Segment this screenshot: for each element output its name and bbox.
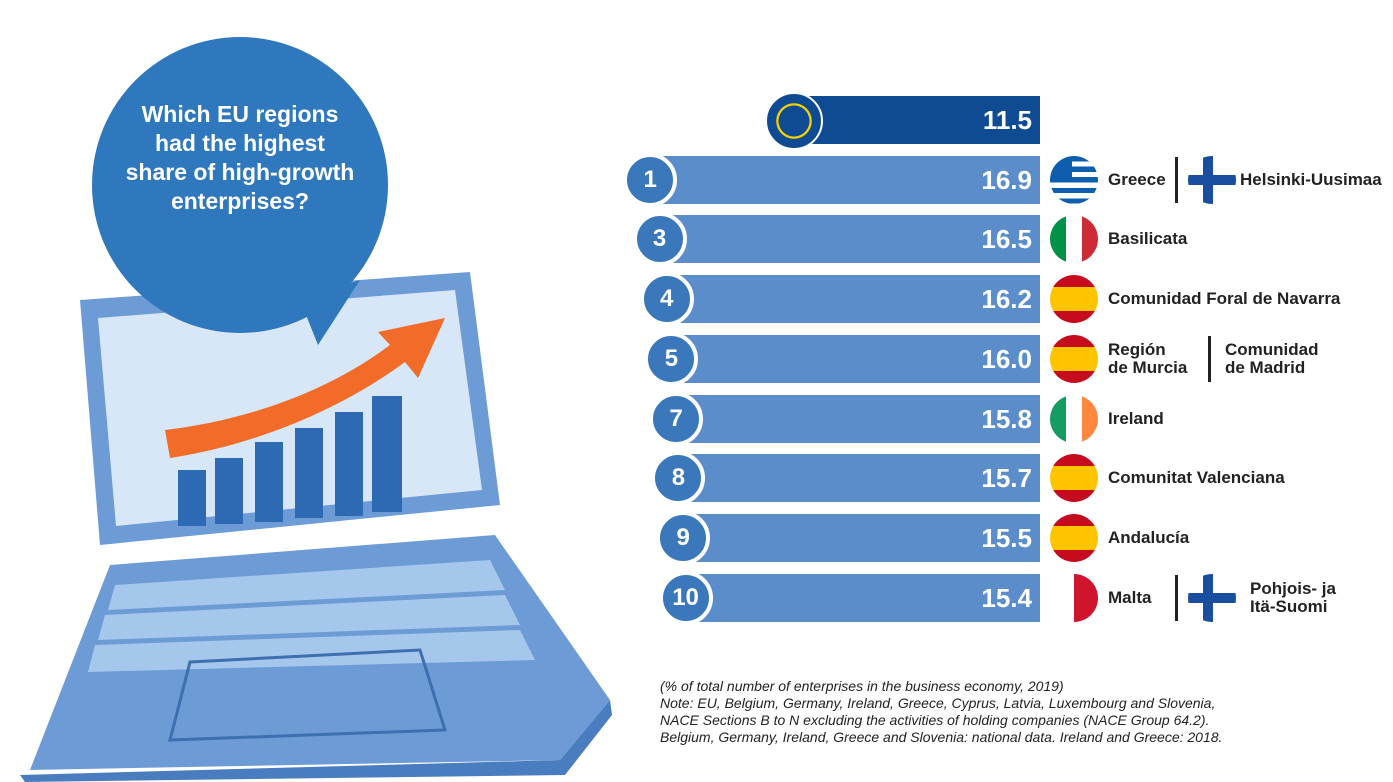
note-line: Belgium, Germany, Ireland, Greece and Sl… <box>660 729 1223 745</box>
note-line: Note: EU, Belgium, Germany, Ireland, Gre… <box>660 695 1216 711</box>
laptop-illustration <box>20 37 612 782</box>
value-label: 15.5 <box>981 522 1032 553</box>
notes: (% of total number of enterprises in the… <box>660 678 1380 746</box>
flag-icon <box>1050 454 1098 503</box>
subtitle: (% of total number of enterprises in the… <box>660 678 1064 694</box>
flag-icon <box>1188 155 1236 204</box>
value-label: 15.8 <box>981 403 1032 434</box>
separator <box>1208 335 1211 382</box>
value-label: 15.4 <box>981 582 1032 613</box>
chart-title: Which EU regions had the highest share o… <box>125 101 355 214</box>
speech-bubble-tail <box>300 280 360 345</box>
flag-icon <box>1050 513 1098 562</box>
value-label: 16.9 <box>981 164 1032 195</box>
separator <box>1175 574 1178 621</box>
bar <box>667 394 1040 443</box>
rank-badge: 1 <box>623 152 678 207</box>
rank-badge: 7 <box>649 391 704 446</box>
flag-icon <box>1050 275 1098 324</box>
flag-icon <box>1050 155 1098 204</box>
touchpad <box>168 648 448 742</box>
region-label: Andalucía <box>1108 527 1190 547</box>
growth-arrow <box>165 318 445 458</box>
region-label: Comunidad de Madrid <box>1225 339 1319 377</box>
value-label: 16.0 <box>981 343 1032 374</box>
region-label: Ireland <box>1108 408 1164 428</box>
bar <box>657 275 1040 324</box>
eu-flag <box>764 92 823 150</box>
bar <box>641 155 1040 204</box>
region-label: Helsinki-Uusimaa <box>1240 169 1382 189</box>
region-label: Basilicata <box>1108 229 1188 249</box>
flag-icon <box>1050 394 1098 443</box>
value-label: 11.5 <box>982 105 1032 135</box>
flag-icon <box>1050 215 1098 264</box>
laptop-edge <box>20 700 612 782</box>
bar <box>674 513 1040 562</box>
region-label: Pohjois- ja Itä-Suomi <box>1250 578 1336 616</box>
flag-icon <box>1050 573 1098 622</box>
value-label: 15.7 <box>981 463 1032 494</box>
value-label: 16.2 <box>981 284 1032 315</box>
speech-bubble <box>92 37 388 333</box>
separator <box>1175 156 1178 203</box>
flag-icon <box>1188 573 1236 622</box>
region-label: Región de Murcia <box>1108 339 1188 377</box>
bar <box>669 454 1040 503</box>
note-line: NACE Sections B to N excluding the activ… <box>660 712 1210 728</box>
flag-icon <box>1050 334 1098 383</box>
rank-badge: 9 <box>656 510 711 565</box>
region-label: Comunidad Foral de Navarra <box>1108 289 1341 309</box>
bar <box>662 334 1040 383</box>
screen-bars <box>178 396 402 526</box>
rank-badge: 8 <box>651 451 706 506</box>
region-label: Greece <box>1108 169 1166 189</box>
region-label: Comunitat Valenciana <box>1108 468 1285 488</box>
bar <box>650 215 1040 264</box>
value-label: 16.5 <box>981 224 1032 255</box>
rank-badge: 5 <box>644 331 699 386</box>
bar <box>676 573 1040 622</box>
rank-badge: 3 <box>632 212 687 267</box>
rank-badge: 4 <box>639 272 694 327</box>
rank-badge: 10 <box>658 570 713 625</box>
region-label: Malta <box>1108 587 1152 607</box>
